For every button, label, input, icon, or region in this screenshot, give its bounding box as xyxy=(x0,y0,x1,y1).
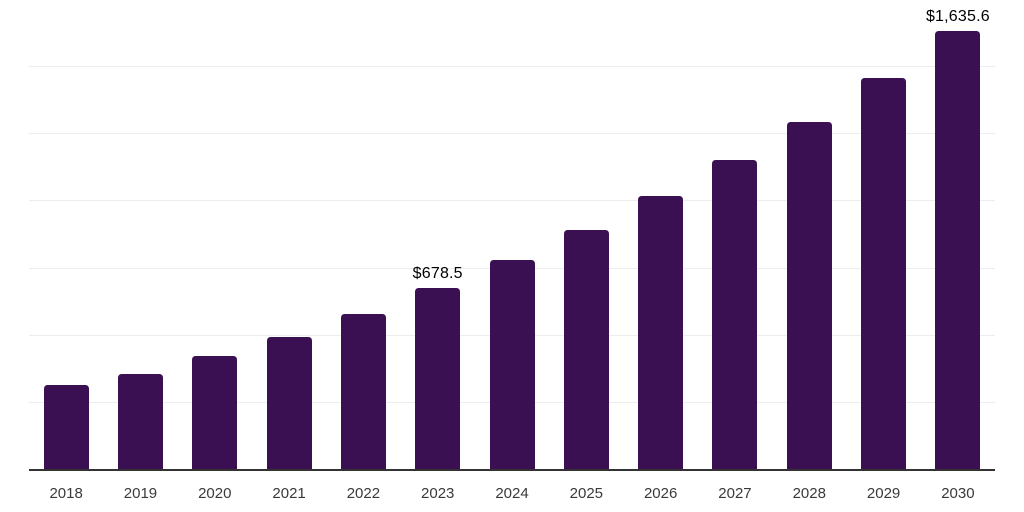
bar-slot-2024 xyxy=(475,0,549,470)
x-axis-labels: 2018 2019 2020 2021 2022 2023 2024 2025 2026 2027… xyxy=(29,484,995,503)
bar-2025 xyxy=(563,229,609,470)
bar-2022 xyxy=(340,314,386,470)
bar-slot-2025 xyxy=(549,0,623,470)
x-tick-2018: 2018 xyxy=(49,485,83,502)
bar-slot-2029 xyxy=(846,0,920,470)
x-tick-2029: 2029 xyxy=(866,485,901,502)
bar-2018 xyxy=(43,385,89,470)
bar-slot-2022 xyxy=(326,0,400,470)
bar-slot-2020 xyxy=(178,0,252,470)
x-axis-line xyxy=(29,469,995,471)
bar-2023 xyxy=(415,287,461,470)
x-tick-2023: 2023 xyxy=(421,485,455,502)
bar-slot-2026 xyxy=(624,0,698,470)
bar-2020 xyxy=(192,356,238,470)
bar-2024 xyxy=(489,260,535,470)
data-label-2030: $1,635.6 xyxy=(925,7,990,25)
bar-2027 xyxy=(712,159,758,470)
x-tick-2021: 2021 xyxy=(272,485,306,502)
bar-slot-2028 xyxy=(772,0,846,470)
bar-2021 xyxy=(266,337,312,470)
bar-slot-2023: $678.5 xyxy=(401,0,475,470)
bar-slot-2018 xyxy=(29,0,103,470)
bars-layer: $678.5 $1,635.6 xyxy=(29,0,995,470)
bar-2026 xyxy=(638,195,684,470)
x-tick-2024: 2024 xyxy=(495,485,529,502)
bar-slot-2027 xyxy=(698,0,772,470)
x-tick-2027: 2027 xyxy=(718,485,752,502)
bar-2030 xyxy=(935,30,981,470)
gridline-1500 xyxy=(29,66,995,68)
x-tick-2028: 2028 xyxy=(792,485,826,502)
bar-slot-2019 xyxy=(103,0,177,470)
x-tick-2020: 2020 xyxy=(198,485,232,502)
x-tick-2030: 2030 xyxy=(941,485,975,502)
data-label-2023: $678.5 xyxy=(412,264,463,282)
gridline-1000 xyxy=(29,200,995,202)
gridline-1250 xyxy=(29,133,995,135)
bar-slot-2030: $1,635.6 xyxy=(921,0,995,470)
bar-2019 xyxy=(117,373,163,470)
bar-slot-2021 xyxy=(252,0,326,470)
x-tick-2019: 2019 xyxy=(123,485,158,502)
x-tick-2025: 2025 xyxy=(569,485,604,502)
bar-2029 xyxy=(861,77,907,470)
x-tick-2022: 2022 xyxy=(346,485,381,502)
x-tick-2026: 2026 xyxy=(643,485,678,502)
bar-2028 xyxy=(786,121,832,470)
plot-area: $678.5 $1,635.6 xyxy=(29,0,995,470)
